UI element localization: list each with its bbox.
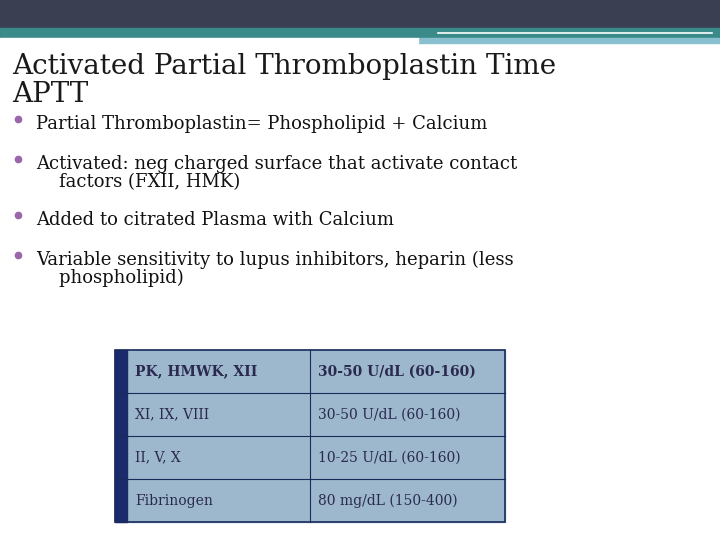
Text: PK, HMWK, XII: PK, HMWK, XII xyxy=(135,364,257,379)
Text: phospholipid): phospholipid) xyxy=(36,269,184,287)
Bar xyxy=(0,38,418,43)
Bar xyxy=(115,350,505,522)
Bar xyxy=(0,28,720,38)
Text: Added to citrated Plasma with Calcium: Added to citrated Plasma with Calcium xyxy=(36,211,394,229)
Bar xyxy=(0,0,720,28)
Text: Fibrinogen: Fibrinogen xyxy=(135,494,213,508)
Text: Activated Partial Thromboplastin Time: Activated Partial Thromboplastin Time xyxy=(12,53,556,80)
Bar xyxy=(115,350,505,522)
Bar xyxy=(115,350,127,522)
Text: 30-50 U/dL (60-160): 30-50 U/dL (60-160) xyxy=(318,408,461,422)
Text: 30-50 U/dL (60-160): 30-50 U/dL (60-160) xyxy=(318,364,476,379)
Text: 10-25 U/dL (60-160): 10-25 U/dL (60-160) xyxy=(318,450,461,464)
Text: factors (FXII, HMK): factors (FXII, HMK) xyxy=(36,173,240,191)
Text: APTT: APTT xyxy=(12,81,89,108)
Text: II, V, X: II, V, X xyxy=(135,450,181,464)
Text: Partial Thromboplastin= Phospholipid + Calcium: Partial Thromboplastin= Phospholipid + C… xyxy=(36,115,487,133)
Text: 80 mg/dL (150-400): 80 mg/dL (150-400) xyxy=(318,494,458,508)
Text: Activated: neg charged surface that activate contact: Activated: neg charged surface that acti… xyxy=(36,155,517,173)
Text: Variable sensitivity to lupus inhibitors, heparin (less: Variable sensitivity to lupus inhibitors… xyxy=(36,251,513,269)
Text: XI, IX, VIII: XI, IX, VIII xyxy=(135,408,209,422)
Bar xyxy=(418,38,720,43)
